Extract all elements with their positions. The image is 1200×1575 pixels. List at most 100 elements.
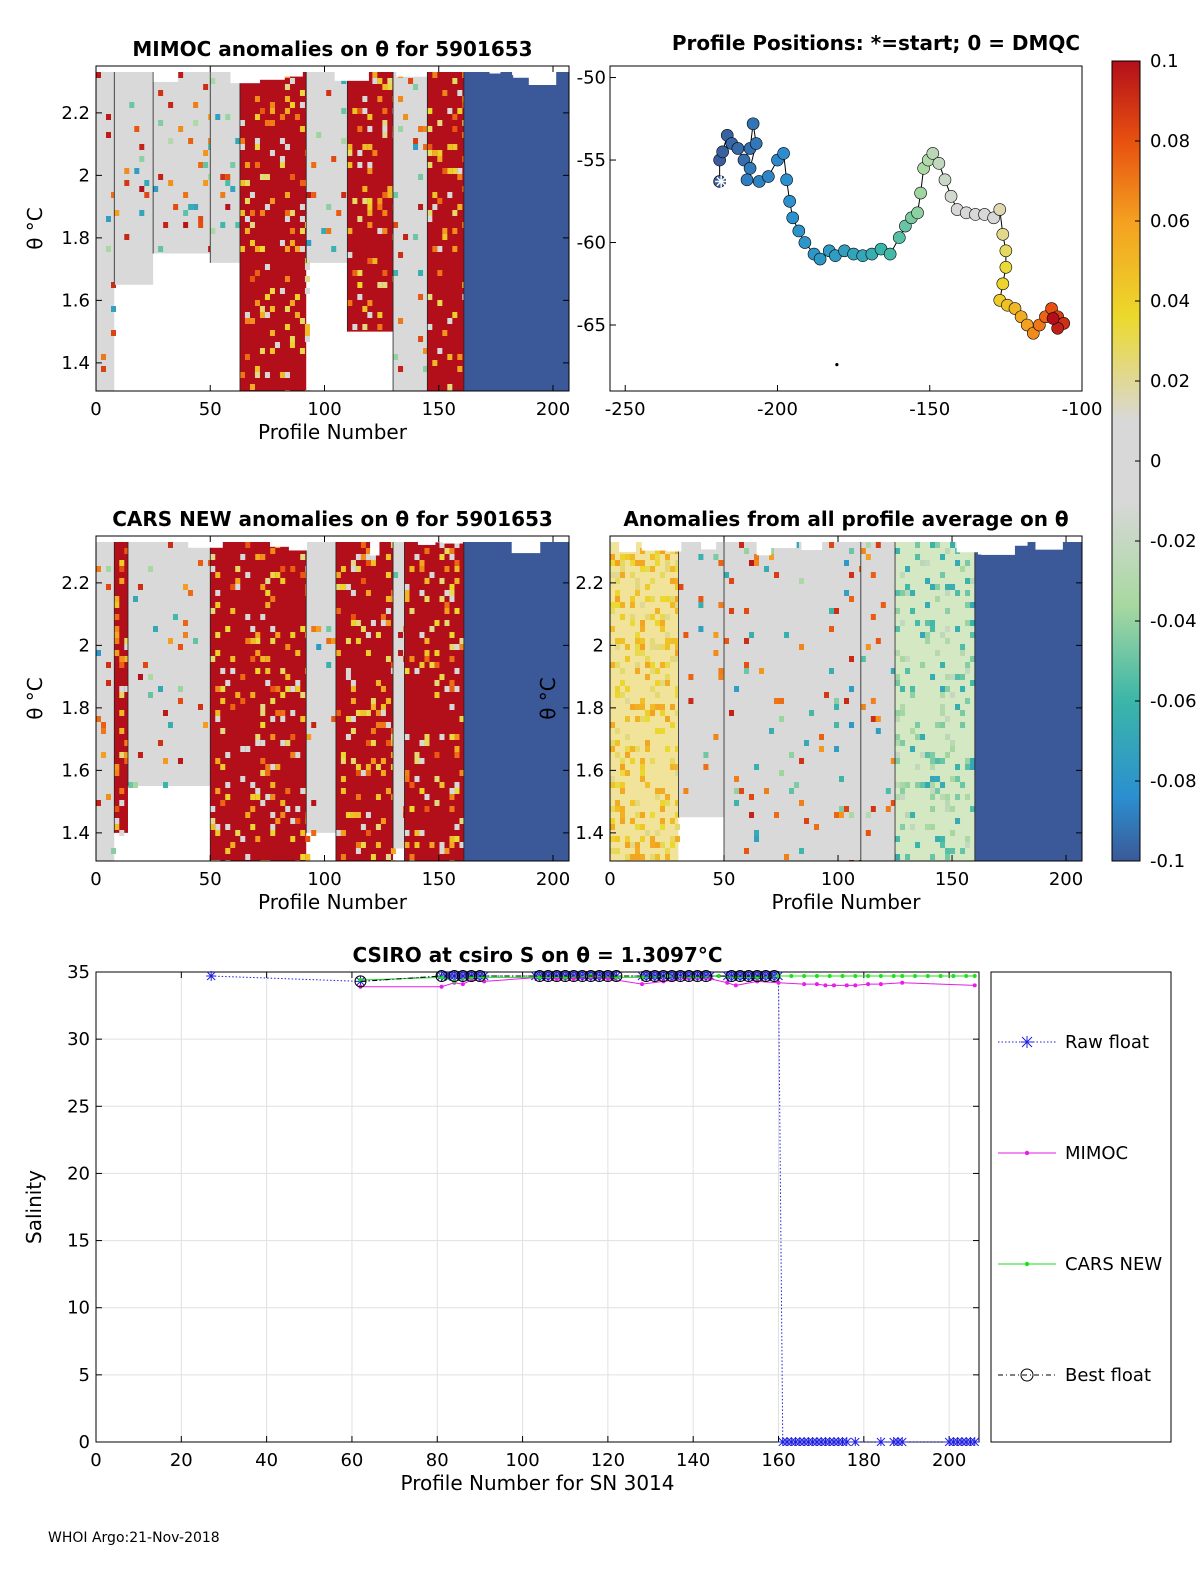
- heatmap-cell: [675, 764, 680, 770]
- heatmap-cell: [630, 614, 635, 620]
- heatmap-cell: [255, 554, 261, 560]
- heatmap-cell: [360, 770, 366, 776]
- missing-data: [271, 66, 303, 77]
- heatmap-cell: [749, 560, 755, 566]
- heatmap-cell: [860, 704, 866, 710]
- heatmap-cell: [350, 560, 356, 566]
- heatmap-cell: [260, 722, 266, 728]
- heatmap-cell: [945, 794, 951, 800]
- heatmap-cell: [675, 800, 680, 806]
- heatmap-cell: [275, 632, 281, 638]
- heatmap-cell: [434, 662, 440, 668]
- heatmap-cell: [457, 90, 463, 96]
- data-point: [542, 970, 555, 983]
- y-axis-label: θ °C: [23, 677, 47, 720]
- heatmap-cell: [419, 566, 425, 572]
- heatmap-cell: [244, 228, 250, 234]
- heatmap-cell: [414, 752, 420, 758]
- track-point: [777, 147, 790, 160]
- heatmap-cell: [215, 632, 221, 638]
- heatmap-cell: [340, 758, 346, 764]
- heatmap-cell: [610, 602, 615, 608]
- heatmap-cell: [230, 584, 236, 590]
- heatmap-cell: [245, 614, 251, 620]
- heatmap-cell: [635, 632, 640, 638]
- heatmap-cell: [375, 710, 381, 716]
- heatmap-cell: [439, 782, 445, 788]
- track-point: [999, 260, 1013, 274]
- heatmap-cell: [119, 788, 125, 794]
- heatmap-cell: [829, 608, 835, 614]
- heatmap-cell: [254, 138, 260, 144]
- heatmap-cell: [449, 704, 455, 710]
- heatmap-cell: [809, 710, 815, 716]
- heatmap-cell: [254, 144, 260, 150]
- y-tick-label: 2.2: [61, 573, 90, 594]
- heatmap-cell: [331, 156, 337, 162]
- heatmap-cell: [424, 740, 430, 746]
- chart-title: Profile Positions: *=start; 0 = DMQC: [672, 31, 1080, 55]
- heatmap-cell: [106, 584, 111, 590]
- heatmap-cell: [269, 348, 275, 354]
- heatmap-cell: [129, 102, 135, 108]
- heatmap-cell: [294, 294, 300, 300]
- heatmap-cell: [444, 686, 450, 692]
- heatmap-cell: [172, 614, 178, 620]
- heatmap-cell: [300, 692, 306, 698]
- heatmap-cell: [285, 644, 291, 650]
- heatmap-cell: [650, 842, 655, 848]
- heatmap-cell: [960, 686, 966, 692]
- heatmap-cell: [299, 126, 305, 132]
- track-point: [938, 173, 952, 187]
- heatmap-cell: [409, 608, 415, 614]
- heatmap-cell: [945, 548, 951, 554]
- heatmap-cell: [915, 782, 921, 788]
- heatmap-cell: [372, 78, 378, 84]
- heatmap-cell: [382, 210, 388, 216]
- heatmap-cell: [698, 596, 704, 602]
- heatmap-cell: [444, 602, 450, 608]
- heatmap-cell: [615, 602, 620, 608]
- heatmap-cell: [895, 752, 901, 758]
- x-tick-label: -200: [757, 399, 798, 420]
- heatmap-cell: [454, 734, 460, 740]
- heatmap-cell: [454, 644, 460, 650]
- heatmap-cell: [398, 318, 404, 324]
- heatmap-cell: [640, 764, 645, 770]
- heatmap-cell: [784, 854, 790, 860]
- heatmap-cell: [449, 836, 455, 842]
- heatmap-cell: [404, 770, 410, 776]
- heatmap-cell: [865, 812, 871, 818]
- y-tick-label: 1.6: [61, 760, 90, 781]
- heatmap-cell: [849, 722, 855, 728]
- heatmap-cell: [442, 234, 448, 240]
- heatmap-cell: [385, 722, 391, 728]
- heatmap-cell: [940, 722, 946, 728]
- heatmap-cell: [749, 632, 755, 638]
- data-point: [601, 970, 614, 983]
- heatmap-cell: [335, 572, 341, 578]
- heatmap-cell: [230, 668, 236, 674]
- heatmap-cell: [215, 758, 221, 764]
- heatmap-cell: [350, 614, 356, 620]
- heatmap-cell: [650, 566, 655, 572]
- heatmap-cell: [347, 300, 353, 306]
- heatmap-cell: [139, 144, 145, 150]
- heatmap-cell: [630, 842, 635, 848]
- heatmap-cell: [945, 854, 951, 860]
- heatmap-cell: [294, 114, 300, 120]
- heatmap-cell: [157, 740, 163, 746]
- heatmap-cell: [610, 806, 615, 812]
- heatmap-cell: [620, 680, 625, 686]
- heatmap-cell: [620, 812, 625, 818]
- heatmap-cell: [114, 824, 120, 830]
- heatmap-cell: [834, 698, 840, 704]
- heatmap-cell: [260, 710, 266, 716]
- heatmap-cell: [414, 668, 420, 674]
- heatmap-cell: [459, 644, 465, 650]
- heatmap-cell: [935, 650, 941, 656]
- data-point: [802, 982, 807, 987]
- legend-label: Raw float: [1065, 1032, 1149, 1053]
